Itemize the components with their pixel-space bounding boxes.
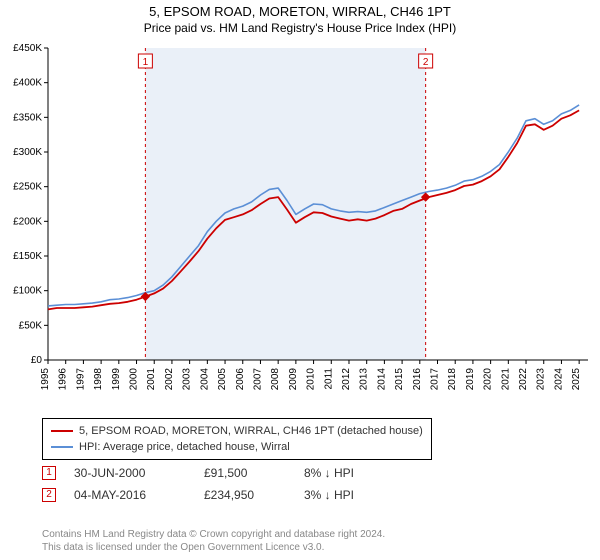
x-tick-label: 1997 bbox=[75, 368, 86, 391]
x-tick-label: 2019 bbox=[465, 368, 476, 391]
chart-svg: £0 £50K £100K £150K £200K £250K £300K £350K £400… bbox=[0, 40, 600, 410]
chart-area: £0 £50K £100K £150K £200K £250K £300K £350K £400… bbox=[0, 40, 600, 410]
legend-swatch bbox=[51, 446, 73, 448]
x-tick-label: 2018 bbox=[447, 368, 458, 391]
sales-table: 1 30-JUN-2000£91,5008% ↓ HPI 2 04-MAY-2016£… bbox=[42, 466, 354, 510]
y-tick-label: £0 bbox=[31, 355, 43, 366]
sale-idx-box: 1 bbox=[42, 466, 56, 480]
y-tick-label: £150K bbox=[13, 251, 42, 262]
x-tick-label: 1999 bbox=[111, 368, 122, 391]
x-tick-label: 2002 bbox=[164, 368, 175, 391]
y-tick-label: £100K bbox=[13, 286, 42, 297]
x-tick-label: 2016 bbox=[412, 368, 423, 391]
sale-date: 30-JUN-2000 bbox=[74, 466, 204, 480]
x-tick-label: 2023 bbox=[536, 368, 547, 391]
sale-date: 04-MAY-2016 bbox=[74, 488, 204, 502]
sale-idx-box: 2 bbox=[42, 488, 56, 502]
footer-line-1: Contains HM Land Registry data © Crown c… bbox=[42, 528, 385, 541]
x-tick-label: 1996 bbox=[58, 368, 69, 391]
sale-price: £234,950 bbox=[204, 488, 304, 502]
y-tick-label: £200K bbox=[13, 216, 42, 227]
chart-band bbox=[145, 48, 425, 360]
y-tick-label: £400K bbox=[13, 78, 42, 89]
x-tick-label: 2014 bbox=[376, 368, 387, 391]
x-tick-label: 2024 bbox=[553, 368, 564, 391]
x-tick-label: 2001 bbox=[146, 368, 157, 391]
sale-pct: 8% ↓ HPI bbox=[304, 466, 354, 480]
x-tick-label: 2007 bbox=[252, 368, 263, 391]
y-tick-label: £250K bbox=[13, 182, 42, 193]
sale-marker-idx: 2 bbox=[423, 57, 429, 68]
x-tick-label: 2012 bbox=[341, 368, 352, 391]
x-tick-label: 2010 bbox=[306, 368, 317, 391]
sale-price: £91,500 bbox=[204, 466, 304, 480]
x-tick-label: 2009 bbox=[288, 368, 299, 391]
legend-box: 5, EPSOM ROAD, MORETON, WIRRAL, CH46 1PT… bbox=[42, 418, 432, 460]
x-tick-label: 1995 bbox=[40, 368, 51, 391]
x-tick-label: 2000 bbox=[129, 368, 140, 391]
x-tick-label: 2003 bbox=[182, 368, 193, 391]
y-tick-label: £300K bbox=[13, 147, 42, 158]
x-tick-label: 2021 bbox=[500, 368, 511, 391]
x-tick-label: 2013 bbox=[359, 368, 370, 391]
legend-label: 5, EPSOM ROAD, MORETON, WIRRAL, CH46 1PT… bbox=[79, 423, 423, 439]
legend-row: HPI: Average price, detached house, Wirr… bbox=[51, 439, 423, 455]
legend-label: HPI: Average price, detached house, Wirr… bbox=[79, 439, 290, 455]
x-tick-label: 2022 bbox=[518, 368, 529, 391]
legend-row: 5, EPSOM ROAD, MORETON, WIRRAL, CH46 1PT… bbox=[51, 423, 423, 439]
y-tick-label: £350K bbox=[13, 112, 42, 123]
x-tick-label: 2020 bbox=[483, 368, 494, 391]
x-tick-label: 2004 bbox=[199, 368, 210, 391]
sale-row: 2 04-MAY-2016£234,9503% ↓ HPI bbox=[42, 488, 354, 502]
page-title: 5, EPSOM ROAD, MORETON, WIRRAL, CH46 1PT bbox=[0, 0, 600, 19]
x-tick-label: 2005 bbox=[217, 368, 228, 391]
footer-text: Contains HM Land Registry data © Crown c… bbox=[42, 528, 385, 554]
y-tick-label: £50K bbox=[19, 320, 43, 331]
x-tick-label: 2015 bbox=[394, 368, 405, 391]
legend-swatch bbox=[51, 430, 73, 432]
x-tick-label: 2025 bbox=[571, 368, 582, 391]
page-subtitle: Price paid vs. HM Land Registry's House … bbox=[0, 19, 600, 35]
x-tick-label: 2006 bbox=[235, 368, 246, 391]
sale-pct: 3% ↓ HPI bbox=[304, 488, 354, 502]
footer-line-2: This data is licensed under the Open Gov… bbox=[42, 541, 385, 554]
sale-marker-idx: 1 bbox=[143, 57, 149, 68]
x-tick-label: 2011 bbox=[323, 368, 334, 390]
sale-row: 1 30-JUN-2000£91,5008% ↓ HPI bbox=[42, 466, 354, 480]
x-tick-label: 2017 bbox=[430, 368, 441, 391]
x-tick-label: 1998 bbox=[93, 368, 104, 391]
x-tick-label: 2008 bbox=[270, 368, 281, 391]
y-tick-label: £450K bbox=[13, 43, 42, 54]
